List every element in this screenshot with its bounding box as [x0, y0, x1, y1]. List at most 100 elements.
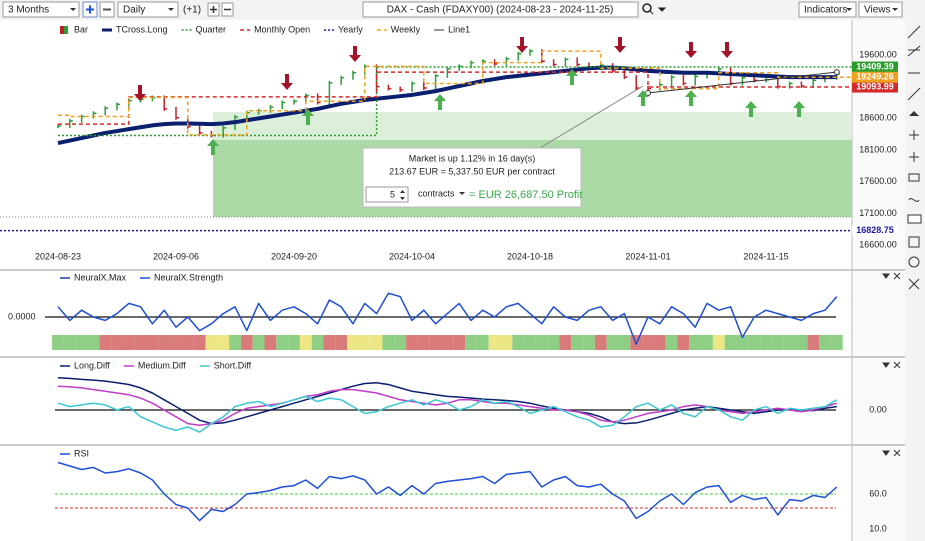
state-band — [771, 335, 784, 350]
tool-icon[interactable] — [909, 130, 919, 140]
y-tick-label: 17600.00 — [859, 176, 897, 186]
state-band — [712, 335, 725, 350]
legend-label: NeuralX.Max — [74, 272, 127, 282]
state-band — [441, 335, 454, 350]
interval-select[interactable] — [117, 1, 179, 18]
dropdown-icon — [846, 8, 852, 11]
tool-icon[interactable] — [909, 111, 919, 116]
y-tick-label: 0.00 — [869, 404, 887, 414]
price-bar — [399, 86, 404, 92]
series-line — [58, 71, 852, 125]
tool-icon[interactable] — [908, 198, 920, 202]
symbol-title: DAX - Cash (FDAXY00) (2024-08-23 - 2024-… — [387, 5, 614, 16]
state-band — [406, 335, 418, 350]
period-text: 3 Months — [8, 5, 49, 16]
x-tick-label: 2024-08-23 — [35, 251, 81, 261]
state-band — [689, 335, 702, 350]
price-bar — [623, 68, 628, 80]
state-band — [264, 335, 277, 350]
quantity-input[interactable] — [365, 186, 409, 203]
price-tag-label: 19249.26 — [856, 72, 894, 82]
state-band — [618, 335, 631, 350]
views-text: Views — [864, 5, 891, 16]
legend-label: Short.Diff — [214, 360, 252, 370]
state-band — [240, 335, 253, 350]
price-bar — [576, 57, 581, 67]
y-tick-label: 17100.00 — [859, 208, 897, 218]
state-band — [783, 335, 796, 350]
legend-label: Quarter — [196, 24, 227, 34]
price-bar — [340, 75, 345, 85]
state-band — [429, 335, 442, 350]
tool-icon[interactable] — [908, 278, 920, 290]
tool-column-bg — [905, 20, 925, 541]
state-band — [323, 335, 336, 350]
sell-arrow — [721, 42, 733, 58]
sell-arrow — [516, 37, 528, 53]
panel-close[interactable] — [882, 361, 901, 369]
tool-icon[interactable] — [909, 152, 919, 162]
panel-close[interactable] — [882, 272, 901, 280]
buy-arrow — [793, 101, 805, 117]
y-tick-label: 60.0 — [869, 488, 887, 498]
series-line — [58, 50, 852, 136]
price-bar — [316, 93, 321, 105]
price-bar — [175, 106, 179, 120]
state-band — [87, 335, 100, 350]
state-band — [382, 335, 395, 350]
state-band — [760, 335, 772, 350]
state-band — [170, 335, 182, 350]
y-tick-label: 18100.00 — [859, 144, 897, 154]
tool-icon[interactable] — [908, 256, 920, 268]
tool-icon[interactable] — [907, 87, 921, 101]
state-band — [252, 335, 265, 350]
offset-text[interactable]: (+1) — [183, 5, 201, 16]
tool-icon[interactable] — [907, 45, 921, 57]
quantity-unit[interactable]: contracts — [418, 188, 455, 198]
state-band — [524, 335, 536, 350]
state-band — [830, 335, 843, 350]
state-band — [653, 335, 666, 350]
price-bar — [104, 106, 109, 116]
dropdown-icon — [168, 8, 174, 11]
state-band — [748, 335, 761, 350]
tool-icon[interactable] — [907, 25, 921, 39]
legend-label: NeuralX.Strength — [154, 272, 223, 282]
tool-icon[interactable] — [908, 173, 920, 182]
views-button[interactable] — [858, 1, 903, 18]
state-band — [99, 335, 112, 350]
price-bar — [92, 111, 97, 119]
state-band — [205, 335, 218, 350]
annotation-line: Market is up 1.12% in 16 day(s) — [409, 153, 536, 163]
state-band — [394, 335, 407, 350]
quantity-value: 5 — [390, 189, 395, 199]
state-band — [465, 335, 477, 350]
spinner[interactable] — [400, 190, 405, 200]
tool-icon[interactable] — [907, 214, 922, 224]
state-band — [583, 335, 595, 350]
period-select[interactable] — [2, 1, 80, 18]
state-band — [665, 335, 678, 350]
panel-close[interactable] — [882, 449, 901, 457]
buy-arrow — [207, 139, 219, 155]
sell-arrow — [685, 42, 697, 58]
price-bar — [505, 56, 510, 66]
sell-arrow — [134, 85, 146, 101]
state-band — [535, 335, 548, 350]
symbol-box[interactable] — [362, 1, 639, 18]
x-tick-label: 2024-10-04 — [389, 251, 435, 261]
state-band — [146, 335, 159, 350]
price-bar — [529, 49, 533, 56]
indicators-button[interactable] — [798, 1, 857, 18]
price-bar — [69, 118, 73, 128]
legend-label: Monthly Open — [254, 24, 310, 34]
tool-icon[interactable] — [908, 236, 920, 248]
state-band — [193, 335, 206, 350]
interval-text: Daily — [123, 5, 145, 16]
series-line — [647, 71, 837, 94]
search-icon[interactable] — [642, 3, 652, 13]
price-axis — [852, 20, 905, 541]
state-band — [642, 335, 654, 350]
state-band — [417, 335, 430, 350]
